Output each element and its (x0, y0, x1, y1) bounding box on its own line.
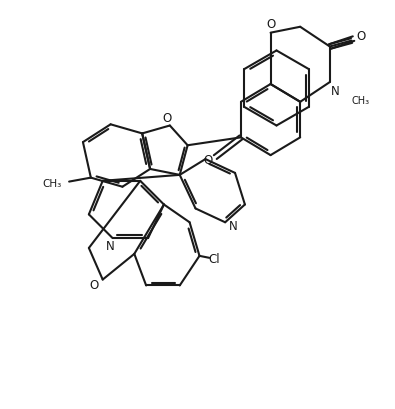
Text: N: N (106, 240, 115, 253)
Text: N: N (331, 85, 340, 99)
Text: O: O (162, 112, 171, 125)
Text: CH₃: CH₃ (352, 96, 370, 106)
Text: O: O (203, 154, 213, 167)
Text: Cl: Cl (209, 252, 220, 265)
Text: O: O (357, 30, 366, 43)
Text: O: O (89, 279, 99, 292)
Text: N: N (229, 220, 237, 233)
Text: O: O (266, 18, 275, 31)
Text: CH₃: CH₃ (43, 179, 62, 189)
